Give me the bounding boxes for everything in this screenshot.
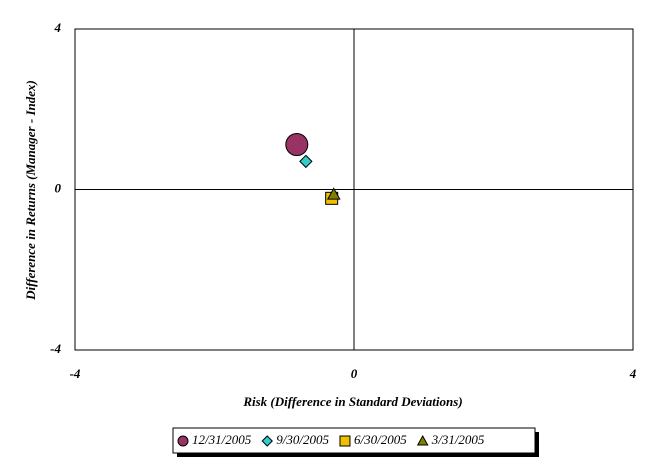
y-tick-label: 4 [54, 20, 62, 35]
legend-box [172, 427, 536, 454]
legend-label: 9/30/2005 [276, 432, 329, 447]
legend-marker [261, 435, 273, 447]
legend-label: 3/31/2005 [431, 432, 485, 447]
x-axis-title: Risk (Difference in Standard Deviations) [242, 394, 462, 409]
point [299, 154, 313, 169]
point [326, 187, 341, 200]
legend-label: 12/31/2005 [192, 432, 252, 447]
x-tick-label: -4 [70, 366, 81, 381]
legend-label: 6/30/2005 [354, 432, 407, 447]
legend-marker [416, 434, 429, 446]
y-tick-label: 0 [55, 180, 62, 195]
point [285, 133, 309, 157]
legend-marker [339, 435, 351, 447]
y-tick-label: -4 [50, 341, 61, 356]
x-tick-label: 0 [351, 366, 358, 381]
legend-marker [177, 435, 189, 447]
y-axis-title: Difference in Returns (Manager - Index) [23, 80, 38, 301]
x-tick-label: 4 [629, 366, 637, 381]
